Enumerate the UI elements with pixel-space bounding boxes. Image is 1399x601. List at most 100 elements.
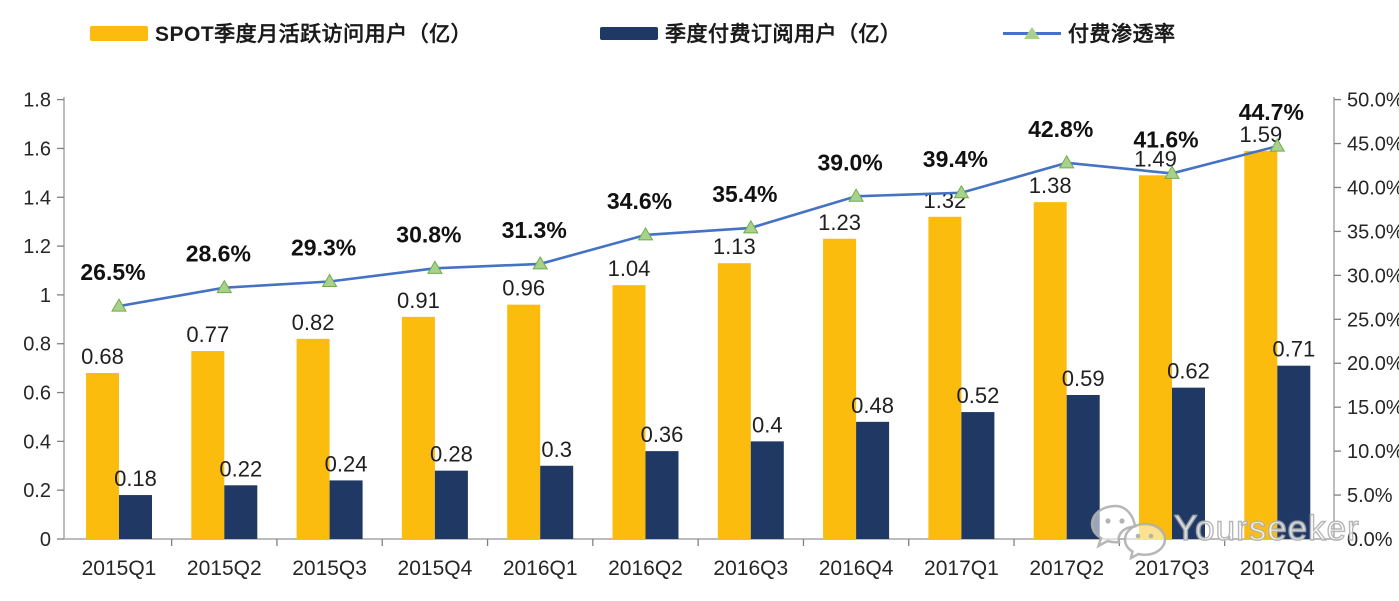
bar-subs-2016Q4	[856, 421, 890, 539]
x-axis-category-label: 2015Q1	[82, 557, 157, 580]
penetration-marker-2016Q2	[637, 226, 654, 241]
bar-mau-2016Q3	[717, 263, 751, 539]
subs-bar-swatch	[600, 26, 658, 40]
left-axis-tick-label: 0.8	[23, 334, 51, 356]
penetration-marker-2017Q2	[1058, 154, 1075, 169]
left-axis-tick-label: 0.6	[23, 383, 51, 405]
penetration-percent-label: 29.3%	[291, 235, 356, 261]
bar-subs-2017Q2	[1066, 394, 1100, 539]
right-axis-tick-label: 45.0%	[1347, 134, 1399, 156]
bar-mau-2017Q4	[1244, 150, 1278, 540]
left-axis-tick-label: 0.2	[23, 480, 51, 502]
bar-mau-2017Q2	[1033, 202, 1067, 539]
subs-value-label: 0.22	[219, 456, 262, 481]
left-axis-tick-label: 0	[40, 529, 51, 551]
triangle-marker-icon	[1024, 27, 1040, 39]
penetration-marker-2017Q1	[953, 184, 970, 199]
x-axis-category-label: 2015Q2	[187, 557, 262, 580]
x-axis-category-label: 2017Q2	[1029, 557, 1104, 580]
bar-subs-2015Q4	[434, 470, 468, 539]
legend-item-penetration: 付费渗透率	[1003, 18, 1176, 48]
right-axis-tick-label: 15.0%	[1347, 397, 1399, 419]
left-axis-tick-label: 1	[40, 285, 51, 307]
mau-value-label: 0.82	[292, 310, 335, 335]
left-axis-tick-label: 1.8	[23, 90, 51, 112]
penetration-percent-label: 39.4%	[923, 146, 988, 172]
right-axis-tick-label: 25.0%	[1347, 309, 1399, 331]
penetration-percent-label: 34.6%	[607, 188, 672, 214]
subs-value-label: 0.28	[430, 442, 473, 467]
penetration-marker-2016Q4	[848, 188, 864, 202]
bar-mau-2015Q2	[191, 351, 225, 539]
penetration-marker-2016Q3	[742, 219, 759, 234]
subs-value-label: 0.18	[114, 466, 157, 491]
left-axis-tick-label: 1.6	[23, 138, 51, 160]
subs-value-label: 0.3	[541, 437, 572, 462]
penetration-marker-2017Q3	[1164, 165, 1180, 179]
penetration-marker-2015Q4	[427, 260, 443, 274]
bar-mau-2016Q1	[507, 304, 541, 539]
left-axis-tick-label: 1.4	[23, 187, 51, 209]
legend-item-mau: SPOT季度月活跃访问用户（亿）	[90, 18, 472, 48]
x-axis-category-label: 2016Q4	[819, 557, 894, 580]
penetration-percent-label: 26.5%	[80, 259, 145, 285]
legend-label-mau: SPOT季度月活跃访问用户（亿）	[155, 23, 473, 46]
penetration-marker-2015Q3	[321, 273, 338, 288]
bar-mau-2015Q3	[296, 338, 330, 539]
bar-subs-2017Q3	[1172, 387, 1205, 539]
bar-subs-2016Q2	[645, 451, 679, 539]
x-axis-category-label: 2016Q2	[608, 557, 683, 580]
subs-value-label: 0.71	[1272, 337, 1315, 362]
mau-bar-swatch	[90, 25, 148, 41]
penetration-percent-label: 31.3%	[502, 217, 567, 243]
bar-mau-2017Q1	[928, 216, 962, 539]
penetration-percent-label: 35.4%	[712, 181, 777, 207]
mau-value-label: 0.96	[502, 276, 545, 301]
bar-subs-2016Q3	[750, 441, 784, 539]
legend-label-subs: 季度付费订阅用户（亿）	[665, 23, 902, 46]
right-axis-tick-label: 40.0%	[1347, 177, 1399, 199]
subs-value-label: 0.36	[641, 422, 684, 447]
legend-item-subs: 季度付费订阅用户（亿）	[600, 18, 902, 48]
left-axis-tick-label: 0.4	[23, 431, 51, 453]
right-axis-tick-label: 10.0%	[1347, 441, 1399, 463]
bar-subs-2017Q4	[1277, 365, 1311, 539]
mau-value-label: 1.49	[1134, 146, 1177, 171]
x-axis-category-label: 2017Q3	[1135, 557, 1210, 580]
mau-value-label: 1.38	[1029, 173, 1072, 198]
bar-subs-2016Q1	[540, 465, 574, 539]
left-axis-tick-label: 1.2	[23, 236, 51, 258]
mau-value-label: 1.04	[608, 256, 651, 281]
penetration-percent-label: 28.6%	[186, 241, 251, 267]
bar-subs-2015Q3	[329, 480, 363, 539]
penetration-marker-2015Q1	[111, 298, 127, 312]
penetration-percent-label: 39.0%	[817, 149, 882, 175]
x-axis-category-label: 2015Q4	[398, 557, 473, 580]
bar-mau-2016Q4	[823, 238, 857, 539]
x-axis-category-label: 2015Q3	[292, 557, 367, 580]
subs-value-label: 0.52	[956, 383, 999, 408]
right-axis-tick-label: 30.0%	[1347, 265, 1399, 287]
mau-value-label: 0.91	[397, 288, 440, 313]
bar-subs-2015Q2	[224, 485, 258, 539]
bar-subs-2015Q1	[119, 495, 152, 539]
mau-value-label: 0.77	[186, 322, 229, 347]
subs-value-label: 0.4	[752, 412, 783, 437]
penetration-percent-label: 42.8%	[1028, 116, 1093, 142]
subs-value-label: 0.59	[1062, 366, 1105, 391]
bar-mau-2017Q3	[1139, 175, 1172, 539]
penetration-percent-label: 30.8%	[396, 221, 461, 247]
penetration-line	[118, 144, 1278, 308]
mau-value-label: 1.23	[818, 210, 861, 235]
legend-label-penetration: 付费渗透率	[1068, 23, 1176, 46]
bar-mau-2016Q2	[612, 285, 646, 539]
x-axis-category-label: 2017Q4	[1240, 557, 1315, 580]
penetration-marker-2017Q4	[1269, 138, 1286, 152]
penetration-marker-2015Q2	[216, 279, 233, 294]
penetration-marker-2016Q1	[532, 255, 549, 270]
x-axis-category-label: 2017Q1	[924, 557, 999, 580]
bar-mau-2015Q1	[86, 373, 119, 539]
penetration-percent-label: 44.7%	[1239, 99, 1304, 125]
right-axis-tick-label: 35.0%	[1347, 221, 1399, 243]
